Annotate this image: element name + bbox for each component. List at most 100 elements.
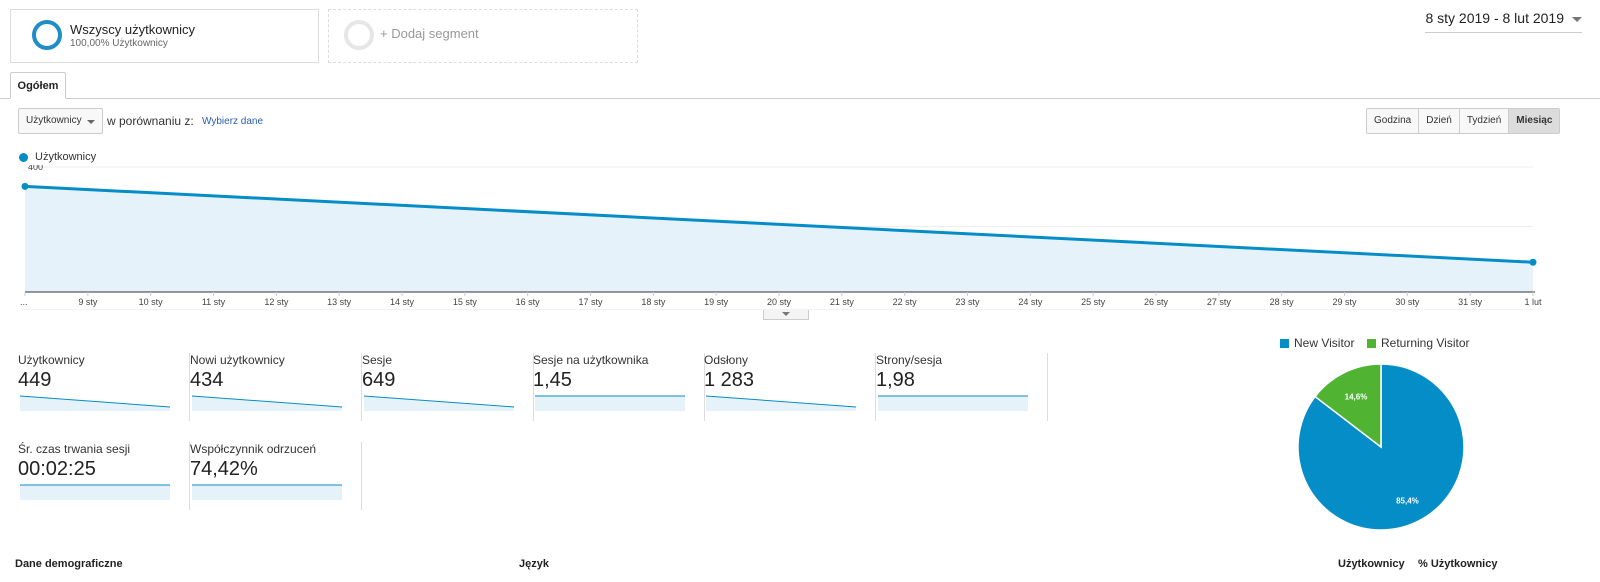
sparkline — [191, 395, 343, 411]
scorecard[interactable]: Współczynnik odrzuceń 74,42% — [190, 442, 362, 510]
scorecard-label: Śr. czas trwania sesji — [18, 442, 131, 456]
pie-slice-label: 85,4% — [1396, 497, 1419, 506]
sparkline-area — [535, 396, 685, 411]
sparkline-area — [364, 396, 514, 411]
x-tick-label: 15 sty — [453, 297, 478, 307]
scorecard-label: Nowi użytkownicy — [190, 353, 285, 367]
scorecard[interactable]: Strony/sesja 1,98 — [876, 353, 1048, 421]
scorecard-label: Użytkownicy — [18, 353, 85, 367]
pie-legend-returning-visitor: Returning Visitor — [1367, 336, 1470, 350]
tab-overview[interactable]: Ogółem — [10, 72, 66, 99]
data-point — [21, 182, 29, 190]
x-tick-label: 16 sty — [516, 297, 541, 307]
scorecard-label: Strony/sesja — [876, 353, 943, 367]
sparkline-area — [192, 485, 342, 500]
visitor-type-pie-chart: 85,4% 14,6% — [1297, 363, 1465, 531]
sparkline-area — [20, 396, 170, 411]
users-percent-column-header[interactable]: % Użytkownicy — [1418, 558, 1498, 570]
x-tick-label: 9 sty — [78, 297, 98, 307]
x-tick-label: 21 sty — [830, 297, 855, 307]
scorecard-label: Współczynnik odrzuceń — [190, 442, 317, 456]
period-hour-button[interactable]: Godzina — [1367, 109, 1420, 133]
compare-label: w porównaniu z: — [107, 114, 194, 128]
scorecard[interactable]: Sesje 649 — [362, 353, 534, 421]
sparkline — [878, 395, 1028, 411]
x-tick-label: 22 sty — [893, 297, 918, 307]
scorecard[interactable]: Nowi użytkownicy 434 — [190, 353, 362, 421]
period-week-button[interactable]: Tydzień — [1459, 109, 1510, 133]
x-tick-label: 20 sty — [767, 297, 792, 307]
segment-all-users[interactable]: Wszyscy użytkownicy 100,00% Użytkownicy — [10, 9, 319, 63]
date-range-picker[interactable]: 8 sty 2019 - 8 lut 2019 — [1425, 10, 1582, 33]
pie-legend-new-visitor: New Visitor — [1280, 336, 1354, 350]
scorecard-label: Odsłony — [704, 353, 749, 367]
pie-slice[interactable] — [1314, 363, 1382, 449]
add-segment-button[interactable]: + Dodaj segment — [328, 9, 638, 63]
x-tick-label: 11 sty — [202, 297, 226, 307]
pie-slice[interactable] — [1297, 363, 1465, 531]
scorecard-label: Sesje — [362, 353, 393, 367]
x-tick-label: 10 sty — [139, 297, 164, 307]
x-tick-label: ... — [20, 297, 28, 307]
scorecard-value: 1 283 — [704, 369, 755, 391]
segment-subtitle: 100,00% Użytkownicy — [70, 38, 168, 49]
scorecard[interactable]: Użytkownicy 449 — [18, 353, 190, 421]
scorecard[interactable]: Sesje na użytkownika 1,45 — [533, 353, 705, 421]
x-tick-label: 26 sty — [1144, 297, 1169, 307]
scorecard-value: 1,45 — [533, 369, 572, 391]
scorecard-value: 00:02:25 — [18, 458, 96, 480]
metric-select-value: Użytkownicy — [26, 115, 82, 126]
series-area — [25, 186, 1533, 292]
sparkline-area — [706, 396, 856, 411]
chevron-down-icon — [87, 120, 95, 124]
x-tick-label: 17 sty — [578, 297, 603, 307]
x-tick-label: 14 sty — [390, 297, 415, 307]
sparkline-line — [19, 395, 171, 408]
pie-slice-label: 14,6% — [1345, 392, 1368, 401]
chart-expand-handle[interactable] — [763, 310, 809, 320]
period-month-button[interactable]: Miesiąc — [1509, 109, 1560, 133]
x-tick-label: 29 sty — [1332, 297, 1357, 307]
x-tick-label: 23 sty — [955, 297, 980, 307]
date-range-label: 8 sty 2019 - 8 lut 2019 — [1425, 10, 1564, 26]
x-tick-label: 24 sty — [1018, 297, 1043, 307]
scorecard-value: 649 — [362, 369, 396, 391]
x-tick-label: 30 sty — [1395, 297, 1420, 307]
sparkline-area — [192, 396, 342, 411]
sparkline — [192, 484, 342, 500]
metric-select[interactable]: Użytkownicy — [18, 108, 103, 134]
scorecard[interactable]: Odsłony 1 283 — [704, 353, 876, 421]
chevron-down-icon — [1572, 17, 1582, 22]
users-column-header[interactable]: Użytkownicy — [1338, 558, 1405, 570]
x-tick-label: 27 sty — [1207, 297, 1232, 307]
demographics-heading: Dane demograficzne — [15, 558, 123, 570]
chevron-down-icon — [782, 312, 790, 316]
data-point — [1529, 258, 1537, 266]
select-metric-link[interactable]: Wybierz dane — [202, 116, 264, 127]
x-tick-label: 25 sty — [1081, 297, 1106, 307]
sparkline-area — [878, 396, 1028, 411]
scorecard-label: Sesje na użytkownika — [533, 353, 649, 367]
x-tick-label: 28 sty — [1270, 297, 1295, 307]
legend-swatch — [1280, 339, 1289, 348]
y-tick-label: 400 — [28, 165, 43, 172]
scorecard[interactable]: Śr. czas trwania sesji 00:02:25 — [18, 442, 190, 510]
sparkline-line — [363, 395, 515, 408]
legend-swatch — [1367, 339, 1376, 348]
segment-ring-icon — [32, 20, 62, 50]
language-heading: Język — [519, 558, 549, 570]
scorecard-value: 449 — [18, 369, 52, 391]
sparkline — [19, 395, 171, 411]
sparkline-area — [20, 485, 170, 500]
scorecard-value: 1,98 — [876, 369, 915, 391]
chart-legend-label: Użytkownicy — [35, 151, 97, 163]
scorecard-value: 434 — [190, 369, 224, 391]
sparkline-line — [705, 395, 857, 408]
segment-title: Wszyscy użytkownicy — [70, 22, 195, 37]
scorecard-value: 74,42% — [190, 458, 258, 480]
sparkline-line — [191, 395, 343, 408]
period-day-button[interactable]: Dzień — [1419, 109, 1460, 133]
pie-legend-label: Returning Visitor — [1381, 336, 1470, 350]
sparkline — [20, 484, 170, 500]
